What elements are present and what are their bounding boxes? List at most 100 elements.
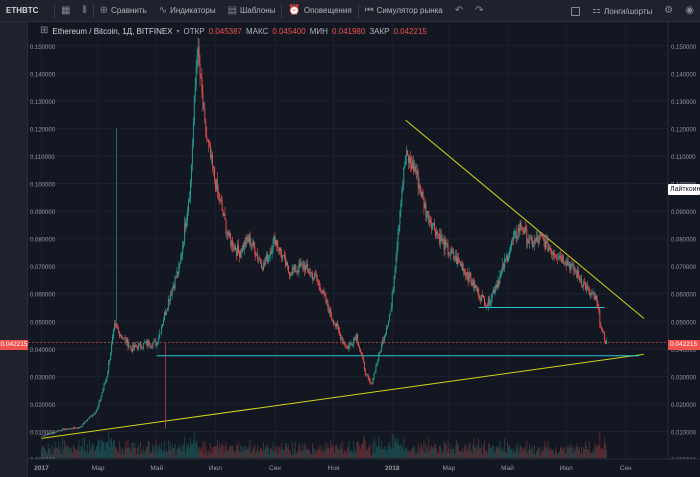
volume-bar bbox=[232, 445, 234, 458]
compare-button[interactable]: ⊕ Сравнить bbox=[94, 0, 153, 22]
candle-body bbox=[457, 257, 459, 265]
candle-body bbox=[491, 293, 493, 299]
price-chart[interactable]: 0.150000 0.150000 0.140000 0.140000 0.130000… bbox=[28, 22, 700, 477]
volume-bar bbox=[254, 444, 256, 458]
volume-bar bbox=[116, 448, 117, 458]
volume-bar bbox=[457, 442, 459, 458]
candle-body bbox=[116, 325, 117, 328]
fullscreen-button[interactable] bbox=[565, 0, 586, 22]
candle-body bbox=[303, 265, 305, 270]
indicators-button[interactable]: ∿ Индикаторы bbox=[153, 0, 222, 22]
chart-style-button[interactable]: ⫴ bbox=[76, 0, 92, 22]
symbol-search[interactable]: ETHBTC bbox=[0, 0, 54, 22]
undo-button[interactable]: ↶ bbox=[449, 0, 469, 22]
volume-bar bbox=[186, 443, 188, 458]
volume-bar bbox=[580, 453, 582, 458]
volume-bar bbox=[131, 443, 133, 458]
interval-button[interactable]: ▦ bbox=[55, 0, 76, 22]
volume-bar bbox=[478, 439, 480, 458]
volume-bar bbox=[396, 443, 398, 458]
volume-bar bbox=[236, 444, 238, 458]
candle-body bbox=[406, 150, 408, 156]
candle-body bbox=[77, 428, 79, 429]
volume-bar bbox=[149, 453, 151, 458]
candle-body bbox=[254, 246, 256, 255]
legend-title[interactable]: Ethereum / Bitcoin, 1Д, BITFINEX bbox=[52, 26, 173, 36]
volume-bar bbox=[559, 451, 560, 458]
candle-body bbox=[272, 240, 274, 251]
volume-bar bbox=[444, 442, 446, 458]
volume-bar bbox=[260, 447, 262, 458]
candle-body bbox=[317, 279, 319, 282]
time-axis[interactable]: 2017 Мар Май Июл Сен Ноя 2018 Мар Май Июл Сен bbox=[28, 458, 700, 477]
volume-bar bbox=[416, 451, 418, 458]
candle-body bbox=[356, 334, 358, 341]
candle-body bbox=[155, 340, 157, 346]
templates-button[interactable]: ▤ Шаблоны bbox=[222, 0, 282, 22]
long-short-button[interactable]: ⚏ Лонги/шорты bbox=[586, 0, 658, 22]
volume-bar bbox=[140, 441, 141, 458]
candle-body bbox=[349, 343, 351, 346]
candle-body bbox=[443, 239, 445, 251]
candle-body bbox=[530, 237, 532, 239]
volume-bar bbox=[72, 444, 74, 458]
volume-bar bbox=[360, 448, 361, 458]
undo-icon: ↶ bbox=[454, 4, 464, 16]
volume-bar bbox=[585, 445, 587, 458]
volume-bar bbox=[533, 452, 534, 458]
volume-bar bbox=[460, 452, 462, 458]
replay-button[interactable]: ⏮ Симулятор рынка bbox=[359, 0, 449, 22]
volume-bar bbox=[406, 447, 408, 458]
volume-bar bbox=[583, 447, 584, 458]
volume-bar bbox=[471, 453, 473, 458]
candle-body bbox=[227, 232, 229, 236]
volume-bar bbox=[477, 444, 479, 458]
candle-body bbox=[350, 343, 352, 344]
price-tick-left: 0.140000 bbox=[30, 72, 56, 78]
volume-bar bbox=[66, 444, 67, 458]
volume-bar bbox=[219, 448, 221, 458]
volume-bar bbox=[521, 447, 523, 458]
volume-bar bbox=[600, 449, 602, 458]
alerts-button[interactable]: ⏰ Оповещения bbox=[282, 0, 357, 22]
volume-bar bbox=[241, 446, 243, 458]
volume-bar bbox=[489, 447, 491, 458]
volume-bar bbox=[343, 449, 345, 458]
candle-body bbox=[186, 219, 188, 228]
candle-body bbox=[605, 340, 607, 344]
price-axis[interactable]: 0.150000 0.150000 0.140000 0.140000 0.130000… bbox=[30, 22, 700, 477]
volume-bar bbox=[548, 450, 550, 458]
candle-body bbox=[595, 295, 597, 300]
volume-bar bbox=[43, 448, 45, 458]
candle-body bbox=[417, 171, 419, 188]
volume-bar bbox=[581, 447, 583, 458]
collapse-icon[interactable]: ⊞ bbox=[40, 25, 49, 36]
candle-body bbox=[447, 243, 449, 255]
candle-body bbox=[321, 293, 323, 294]
volume-bar bbox=[374, 452, 376, 458]
high-value: 0.045400 bbox=[272, 26, 306, 36]
volume-bar bbox=[409, 452, 411, 458]
volume-bar bbox=[381, 440, 383, 458]
redo-button[interactable]: ↷ bbox=[469, 0, 489, 22]
volume-bar bbox=[226, 449, 228, 458]
candle-body bbox=[252, 240, 254, 246]
candle-body bbox=[171, 288, 173, 295]
snapshot-button[interactable]: ◉ bbox=[679, 0, 700, 22]
chart-area[interactable]: 0.150000 0.150000 0.140000 0.140000 0.130000… bbox=[28, 22, 700, 477]
candle-body bbox=[398, 224, 400, 233]
candle-body bbox=[504, 258, 506, 269]
volume-bar bbox=[60, 447, 62, 458]
candle-body bbox=[371, 382, 373, 384]
volume-bar bbox=[514, 452, 516, 458]
volume-bar bbox=[88, 453, 90, 458]
candle-body bbox=[80, 426, 82, 428]
settings-button[interactable]: ⚙ bbox=[658, 0, 679, 22]
volume-bar bbox=[316, 451, 318, 458]
candle-body bbox=[256, 253, 258, 256]
candle-body bbox=[534, 239, 535, 245]
price-tick-left: 0.050000 bbox=[30, 320, 56, 326]
candle-body bbox=[386, 326, 388, 328]
volume-bar bbox=[263, 450, 265, 458]
chevron-down-icon[interactable]: ▾ bbox=[176, 28, 180, 35]
